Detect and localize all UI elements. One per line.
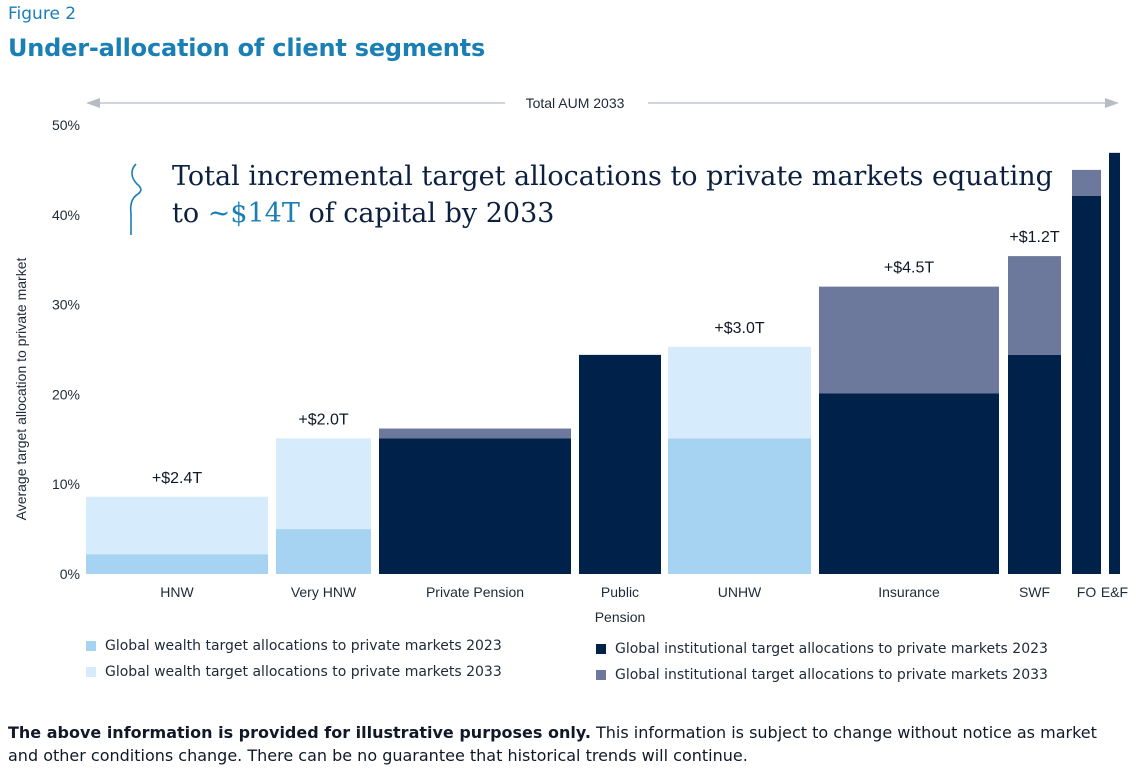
bar-2023-Private Pension — [379, 438, 571, 574]
increment-label: +$4.5T — [884, 260, 934, 277]
legend-swatch-wealth-2033 — [86, 667, 96, 677]
annotation-prefix: to — [172, 198, 208, 229]
legend-label-inst-2033: Global institutional target allocations … — [615, 667, 1048, 683]
bars — [86, 152, 1120, 574]
bar-2033-Private Pension — [379, 428, 571, 439]
increment-label: +$3.0T — [714, 320, 764, 337]
legend-swatch-inst-2023 — [596, 644, 606, 654]
bar-2023-FO — [1072, 195, 1101, 574]
top-axis-label: Total AUM 2033 — [526, 95, 625, 111]
y-tick-label: 20% — [52, 386, 80, 402]
x-tick-label: Private Pension — [426, 584, 524, 600]
bar-2033-FO — [1072, 169, 1101, 196]
annotation-line-1: Total incremental target allocations to … — [172, 161, 1053, 192]
x-tick-label: Public — [601, 584, 639, 600]
legend-item-inst-2033: Global institutional target allocations … — [596, 662, 1048, 688]
legend-swatch-wealth-2023 — [86, 641, 96, 651]
legend-label-wealth-2023: Global wealth target allocations to priv… — [105, 638, 502, 654]
annotation-suffix: of capital by 2033 — [300, 198, 555, 229]
bar-2023-SWF — [1008, 354, 1061, 574]
x-tick-label: Insurance — [878, 584, 940, 600]
x-tick-label-line2: Pension — [595, 609, 646, 625]
legend-label-wealth-2033: Global wealth target allocations to priv… — [105, 664, 502, 680]
legend-item-wealth-2033: Global wealth target allocations to priv… — [86, 659, 502, 685]
legend-swatch-inst-2033 — [596, 670, 606, 680]
top-axis-arrow: Total AUM 2033 — [86, 95, 1119, 111]
increment-label: +$2.0T — [298, 411, 348, 428]
x-tick-label: E&F — [1101, 584, 1128, 600]
legend-item-inst-2023: Global institutional target allocations … — [596, 636, 1048, 662]
bar-2033-UNHW — [668, 346, 811, 439]
annotation-brace — [129, 163, 142, 235]
bar-2033-SWF — [1008, 256, 1061, 355]
figure-title: Under-allocation of client segments — [8, 34, 486, 62]
increment-label: +$1.2T — [1009, 229, 1059, 246]
chart: Total AUM 2033 Average target allocation… — [13, 95, 1128, 625]
bar-2023-Very HNW — [276, 529, 371, 574]
y-axis-title: Average target allocation to private mar… — [13, 258, 29, 521]
annotation-highlight: ~$14T — [208, 198, 300, 229]
x-tick-label: UNHW — [718, 584, 762, 600]
bar-2023-Public — [579, 354, 661, 574]
x-labels: HNW Very HNW Private Pension Public Pension U… — [160, 584, 1128, 625]
x-tick-label: Very HNW — [291, 584, 357, 600]
x-tick-label: HNW — [160, 584, 194, 600]
disclaimer-text: This information is subject to change wi… — [8, 723, 1097, 765]
annotation: Total incremental target allocations to … — [129, 161, 1053, 235]
top-arrow-head-left — [86, 98, 100, 108]
y-tick-label: 10% — [52, 476, 80, 492]
disclaimer-bold: The above information is provided for il… — [8, 723, 591, 742]
figure-label: Figure 2 — [8, 4, 77, 24]
bar-2033-HNW — [86, 496, 268, 555]
annotation-line-2: to ~$14T of capital by 2033 — [172, 198, 554, 229]
y-tick-label: 30% — [52, 297, 80, 313]
bar-2023-UNHW — [668, 438, 811, 574]
y-ticks: 0% 10% 20% 30% 40% 50% — [52, 117, 80, 582]
x-tick-label: FO — [1077, 584, 1097, 600]
bar-2023-Insurance — [819, 393, 999, 574]
y-tick-label: 0% — [60, 566, 80, 582]
increment-label: +$2.4T — [152, 470, 202, 487]
legend-item-wealth-2023: Global wealth target allocations to priv… — [86, 633, 502, 659]
disclaimer: The above information is provided for il… — [8, 721, 1128, 767]
bar-2023-E&F — [1109, 152, 1120, 574]
legend-label-inst-2023: Global institutional target allocations … — [615, 641, 1048, 657]
increment-labels: +$2.4T +$2.0T +$3.0T +$4.5T +$1.2T — [152, 229, 1060, 487]
y-tick-label: 50% — [52, 117, 80, 133]
bar-2033-Insurance — [819, 286, 999, 394]
bar-2033-Very HNW — [276, 438, 371, 530]
top-arrow-head-right — [1105, 98, 1119, 108]
y-tick-label: 40% — [52, 207, 80, 223]
x-tick-label: SWF — [1019, 584, 1050, 600]
legend-right: Global institutional target allocations … — [596, 636, 1048, 688]
legend-left: Global wealth target allocations to priv… — [86, 633, 502, 685]
bar-2023-HNW — [86, 554, 268, 574]
